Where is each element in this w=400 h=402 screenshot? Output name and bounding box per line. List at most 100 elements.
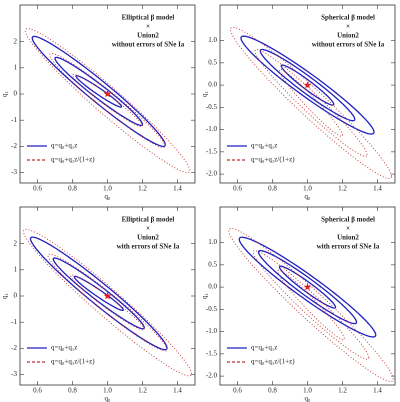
y-tick-label: -3 xyxy=(11,370,17,378)
contour xyxy=(230,26,392,179)
contour xyxy=(75,75,123,108)
y-tick-label: -1.5 xyxy=(206,147,218,155)
plot-area xyxy=(24,28,191,173)
x-tick-label: 1.4 xyxy=(173,185,182,193)
panel-title: × xyxy=(346,225,350,233)
y-tick-label: -2 xyxy=(11,344,17,352)
y-tick-label: 1.0 xyxy=(208,36,217,44)
y-tick-label: -1 xyxy=(11,116,17,124)
x-axis-label: q₀ xyxy=(105,193,112,201)
legend-label: q=q₀+q₁z/(1+z) xyxy=(251,358,295,366)
panel-title: with errors of SNe Ia xyxy=(117,243,180,251)
contour xyxy=(238,236,377,338)
y-tick-label: -1 xyxy=(11,318,17,326)
x-tick-label: 1.0 xyxy=(303,387,312,395)
y-tick-label: 0.5 xyxy=(208,58,217,66)
x-axis-label: q₀ xyxy=(305,395,312,402)
panel: 0.6 0.8 1.0 1.2 1.4 -3 -2 -1 0 1 2 q₀ q₁ Elliptical β… xyxy=(1,4,196,201)
panel-title: Union2 xyxy=(137,234,159,242)
y-tick-label: 0 xyxy=(14,90,18,98)
y-tick-label: -1.5 xyxy=(206,349,218,357)
x-tick-label: 0.6 xyxy=(233,185,242,193)
y-tick-label: 2 xyxy=(14,239,18,247)
y-tick-label: 0.0 xyxy=(208,283,217,291)
y-tick-label: 1 xyxy=(14,63,18,71)
x-tick-label: 0.8 xyxy=(268,185,277,193)
best-fit-marker xyxy=(303,283,312,291)
contour xyxy=(257,249,358,325)
panel-title: with errors of SNe Ia xyxy=(317,243,380,251)
contour xyxy=(228,227,394,382)
panel-title: Union2 xyxy=(137,32,159,40)
y-tick-label: -1.0 xyxy=(206,327,218,335)
y-tick-label: -0.5 xyxy=(206,103,218,111)
plot-area xyxy=(228,227,394,382)
panel: 0.6 0.8 1.0 1.2 1.4 -3 -2 -1 0 1 2 q₀ q₁ Elliptical β… xyxy=(1,206,196,402)
legend-label: q=q₀+q₁z xyxy=(251,344,277,352)
x-tick-label: 1.4 xyxy=(373,387,382,395)
x-tick-label: 1.0 xyxy=(303,185,312,193)
y-tick-label: 1 xyxy=(14,265,18,273)
legend-label: q=q₀+q₁z xyxy=(51,344,77,352)
y-axis-label: q₁ xyxy=(201,293,209,299)
contour xyxy=(70,274,145,331)
panel-title: Elliptical β model xyxy=(122,216,175,224)
x-tick-label: 1.2 xyxy=(338,387,347,395)
y-axis-label: q₁ xyxy=(1,91,9,97)
x-tick-label: 0.8 xyxy=(68,185,77,193)
plot-area xyxy=(230,26,392,179)
best-fit-marker xyxy=(103,292,112,300)
contour xyxy=(278,265,337,309)
contour xyxy=(54,56,144,127)
contour xyxy=(52,257,145,330)
best-fit-marker xyxy=(103,90,112,98)
contour xyxy=(240,35,375,135)
frame xyxy=(219,4,396,184)
contour xyxy=(279,69,343,137)
panel-title: Spherical β model xyxy=(321,216,375,224)
x-tick-label: 1.2 xyxy=(138,185,147,193)
panel: 0.6 0.8 1.0 1.2 1.4 -2.0 -1.5 -1.0 -0.5 0.0 0.5 1.0… xyxy=(201,206,396,402)
x-tick-label: 0.6 xyxy=(233,387,242,395)
y-tick-label: -1.0 xyxy=(206,125,218,133)
y-axis-label: q₁ xyxy=(1,293,9,299)
y-axis-label: q₁ xyxy=(201,91,209,97)
panel-title: Spherical β model xyxy=(321,14,375,22)
contour xyxy=(277,269,345,341)
panel-title: × xyxy=(346,23,350,31)
y-tick-label: 0.0 xyxy=(208,81,217,89)
panel-title: without errors of SNe Ia xyxy=(112,41,185,49)
panel-title: Union2 xyxy=(337,234,359,242)
x-tick-label: 0.8 xyxy=(68,387,77,395)
panel-title: × xyxy=(146,23,150,31)
y-tick-label: -2.0 xyxy=(206,372,218,380)
panel-title: without errors of SNe Ia xyxy=(312,41,385,49)
y-tick-label: -3 xyxy=(11,168,17,176)
x-axis-label: q₀ xyxy=(105,395,112,402)
contour xyxy=(31,35,166,148)
x-tick-label: 1.4 xyxy=(173,387,182,395)
contour xyxy=(47,253,168,352)
x-axis-label: q₀ xyxy=(305,193,312,201)
x-tick-label: 1.2 xyxy=(338,185,347,193)
x-tick-label: 1.0 xyxy=(103,185,112,193)
panel-title: Union2 xyxy=(337,32,359,40)
y-tick-label: 0.5 xyxy=(208,260,217,268)
legend-label: q=q₀+q₁z xyxy=(251,142,277,150)
legend-label: q=q₀+q₁z/(1+z) xyxy=(51,156,95,164)
x-tick-label: 0.8 xyxy=(268,387,277,395)
contour xyxy=(29,236,168,351)
y-tick-label: 1.0 xyxy=(208,238,217,246)
y-tick-label: 0 xyxy=(14,292,18,300)
panel: 0.6 0.8 1.0 1.2 1.4 -2.0 -1.5 -1.0 -0.5 0.0 0.5 1.0… xyxy=(201,4,396,201)
x-tick-label: 0.6 xyxy=(33,185,42,193)
x-tick-label: 1.0 xyxy=(103,387,112,395)
legend-label: q=q₀+q₁z/(1+z) xyxy=(251,156,295,164)
panel-title: × xyxy=(146,225,150,233)
x-tick-label: 1.2 xyxy=(138,387,147,395)
panel-title: Elliptical β model xyxy=(122,14,175,22)
legend-label: q=q₀+q₁z/(1+z) xyxy=(51,358,95,366)
x-tick-label: 1.4 xyxy=(373,185,382,193)
plot-area xyxy=(23,228,192,377)
